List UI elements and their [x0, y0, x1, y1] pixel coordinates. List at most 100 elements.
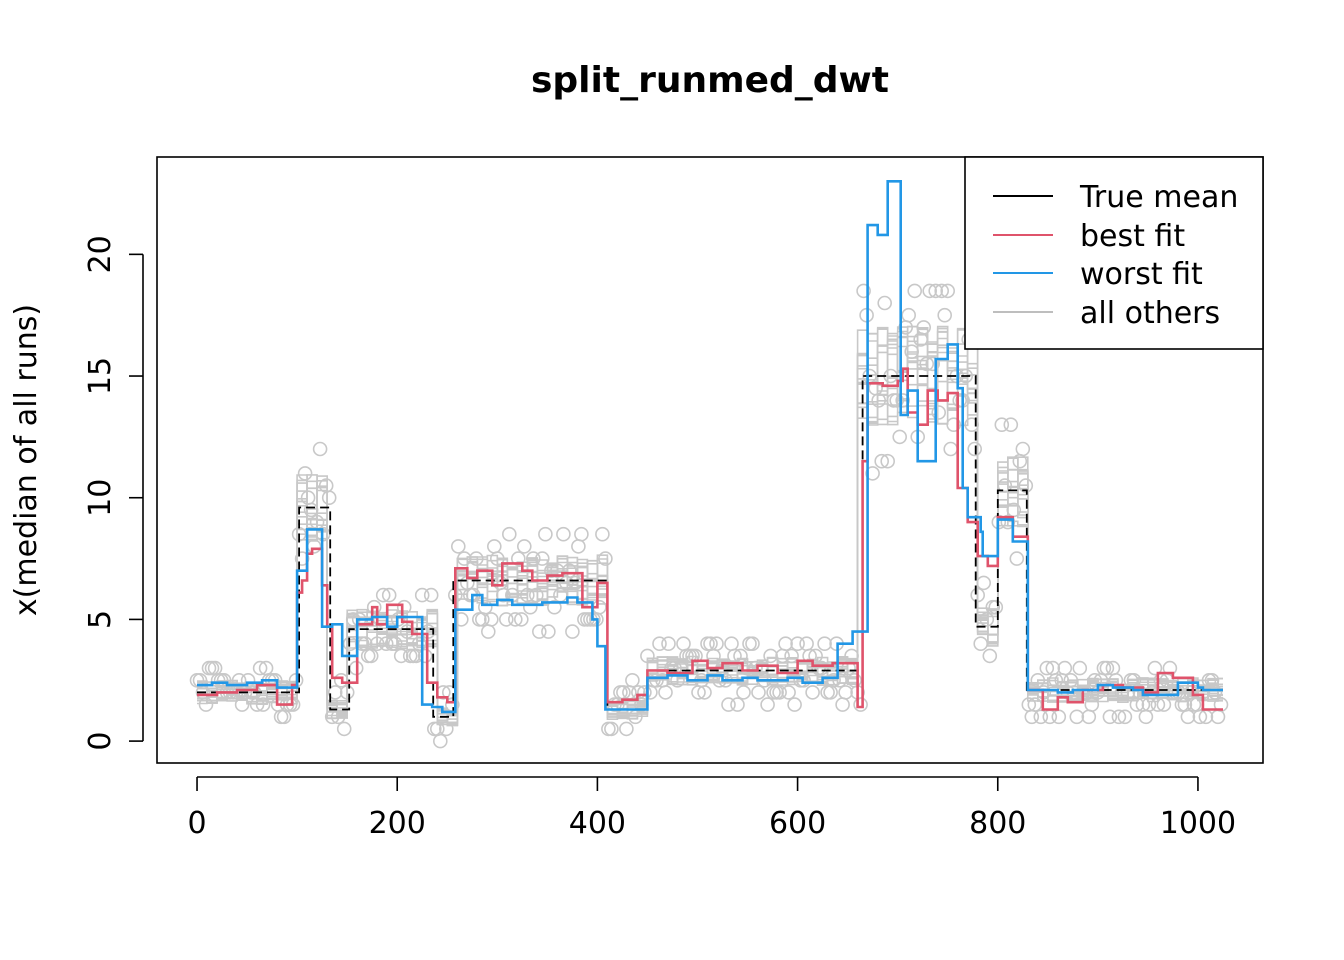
x-tick-label: 1000: [1160, 806, 1236, 841]
data-point: [423, 587, 439, 603]
data-point: [547, 599, 562, 615]
data-point: [934, 283, 950, 299]
data-point: [297, 466, 313, 481]
data-point: [760, 697, 775, 712]
data-point: [892, 429, 908, 445]
data-point: [730, 697, 745, 712]
data-point: [525, 551, 541, 566]
data-point: [802, 648, 817, 664]
data-point: [1162, 660, 1178, 676]
data-point: [249, 697, 265, 712]
data-point: [652, 636, 667, 652]
plot-frame: [156, 156, 1264, 764]
y-tick-label: 0: [83, 732, 118, 751]
data-point: [658, 685, 673, 700]
data-point: [366, 599, 382, 615]
data-point: [790, 636, 805, 652]
data-point: [595, 526, 610, 542]
data-point: [625, 672, 640, 688]
data-point: [414, 587, 430, 603]
data-point: [327, 685, 343, 700]
data-point: [1033, 709, 1049, 725]
data-point: [853, 697, 868, 712]
data-point: [562, 563, 577, 579]
data-point: [697, 685, 712, 700]
chart-title: split_runmed_dwt: [531, 60, 889, 101]
data-point: [871, 393, 887, 408]
worst-fit-line: [197, 180, 1223, 714]
data-point: [381, 587, 397, 603]
data-point: [417, 648, 433, 664]
data-point: [865, 466, 880, 481]
data-point: [778, 636, 793, 652]
data-point: [294, 551, 310, 566]
data-point: [1000, 514, 1016, 530]
data-point: [979, 612, 995, 627]
y-axis: 0 5 10 15 20: [83, 235, 144, 751]
data-point: [321, 490, 337, 506]
data-point: [1078, 685, 1094, 700]
data-point: [1048, 672, 1064, 688]
data-point: [904, 344, 920, 360]
data-point: [967, 441, 983, 457]
data-point: [396, 599, 412, 615]
data-point: [544, 563, 559, 579]
data-point: [531, 624, 547, 639]
data-point: [988, 599, 1004, 615]
data-point: [312, 441, 328, 457]
data-point: [661, 636, 676, 652]
data-point: [501, 526, 517, 542]
data-point: [303, 502, 319, 518]
data-point: [498, 612, 514, 627]
data-point: [781, 685, 796, 700]
data-point: [688, 648, 703, 664]
data-point: [946, 417, 962, 433]
data-point: [1003, 417, 1019, 433]
data-point: [330, 709, 346, 725]
data-point: [901, 307, 917, 323]
legend-label-best-fit: best fit: [1080, 219, 1185, 254]
data-point: [510, 551, 526, 566]
data-point: [1069, 709, 1085, 725]
data-point: [477, 599, 493, 615]
data-point: [1030, 672, 1046, 688]
data-point: [252, 660, 268, 676]
data-point: [468, 551, 484, 566]
data-point: [748, 660, 763, 676]
data-point: [649, 672, 664, 688]
data-point: [1018, 478, 1034, 493]
y-tick-label: 5: [83, 610, 118, 629]
data-point: [375, 587, 391, 603]
data-point: [565, 624, 580, 639]
data-point: [916, 320, 932, 335]
data-point: [784, 648, 799, 664]
y-tick-label: 15: [83, 357, 118, 395]
data-point: [772, 685, 787, 700]
data-point: [528, 587, 544, 603]
data-point: [438, 721, 454, 737]
data-point: [739, 660, 754, 676]
data-point: [604, 721, 619, 737]
data-point: [522, 599, 538, 615]
data-point: [333, 672, 349, 688]
data-point: [832, 672, 847, 688]
data-point: [925, 356, 941, 372]
x-tick-label: 600: [769, 806, 826, 841]
data-point: [637, 685, 652, 700]
data-point: [255, 697, 271, 712]
data-point: [931, 405, 947, 420]
data-point: [880, 453, 896, 469]
data-point: [1207, 685, 1223, 700]
data-point: [432, 733, 448, 749]
data-point: [763, 648, 778, 664]
data-point: [450, 539, 466, 554]
y-tick-label: 20: [83, 235, 118, 273]
x-tick-label: 800: [969, 806, 1026, 841]
data-point: [369, 636, 385, 652]
data-point: [817, 636, 832, 652]
data-point: [1057, 660, 1073, 676]
data-point: [736, 685, 751, 700]
data-point: [976, 575, 992, 591]
data-point: [495, 587, 511, 603]
